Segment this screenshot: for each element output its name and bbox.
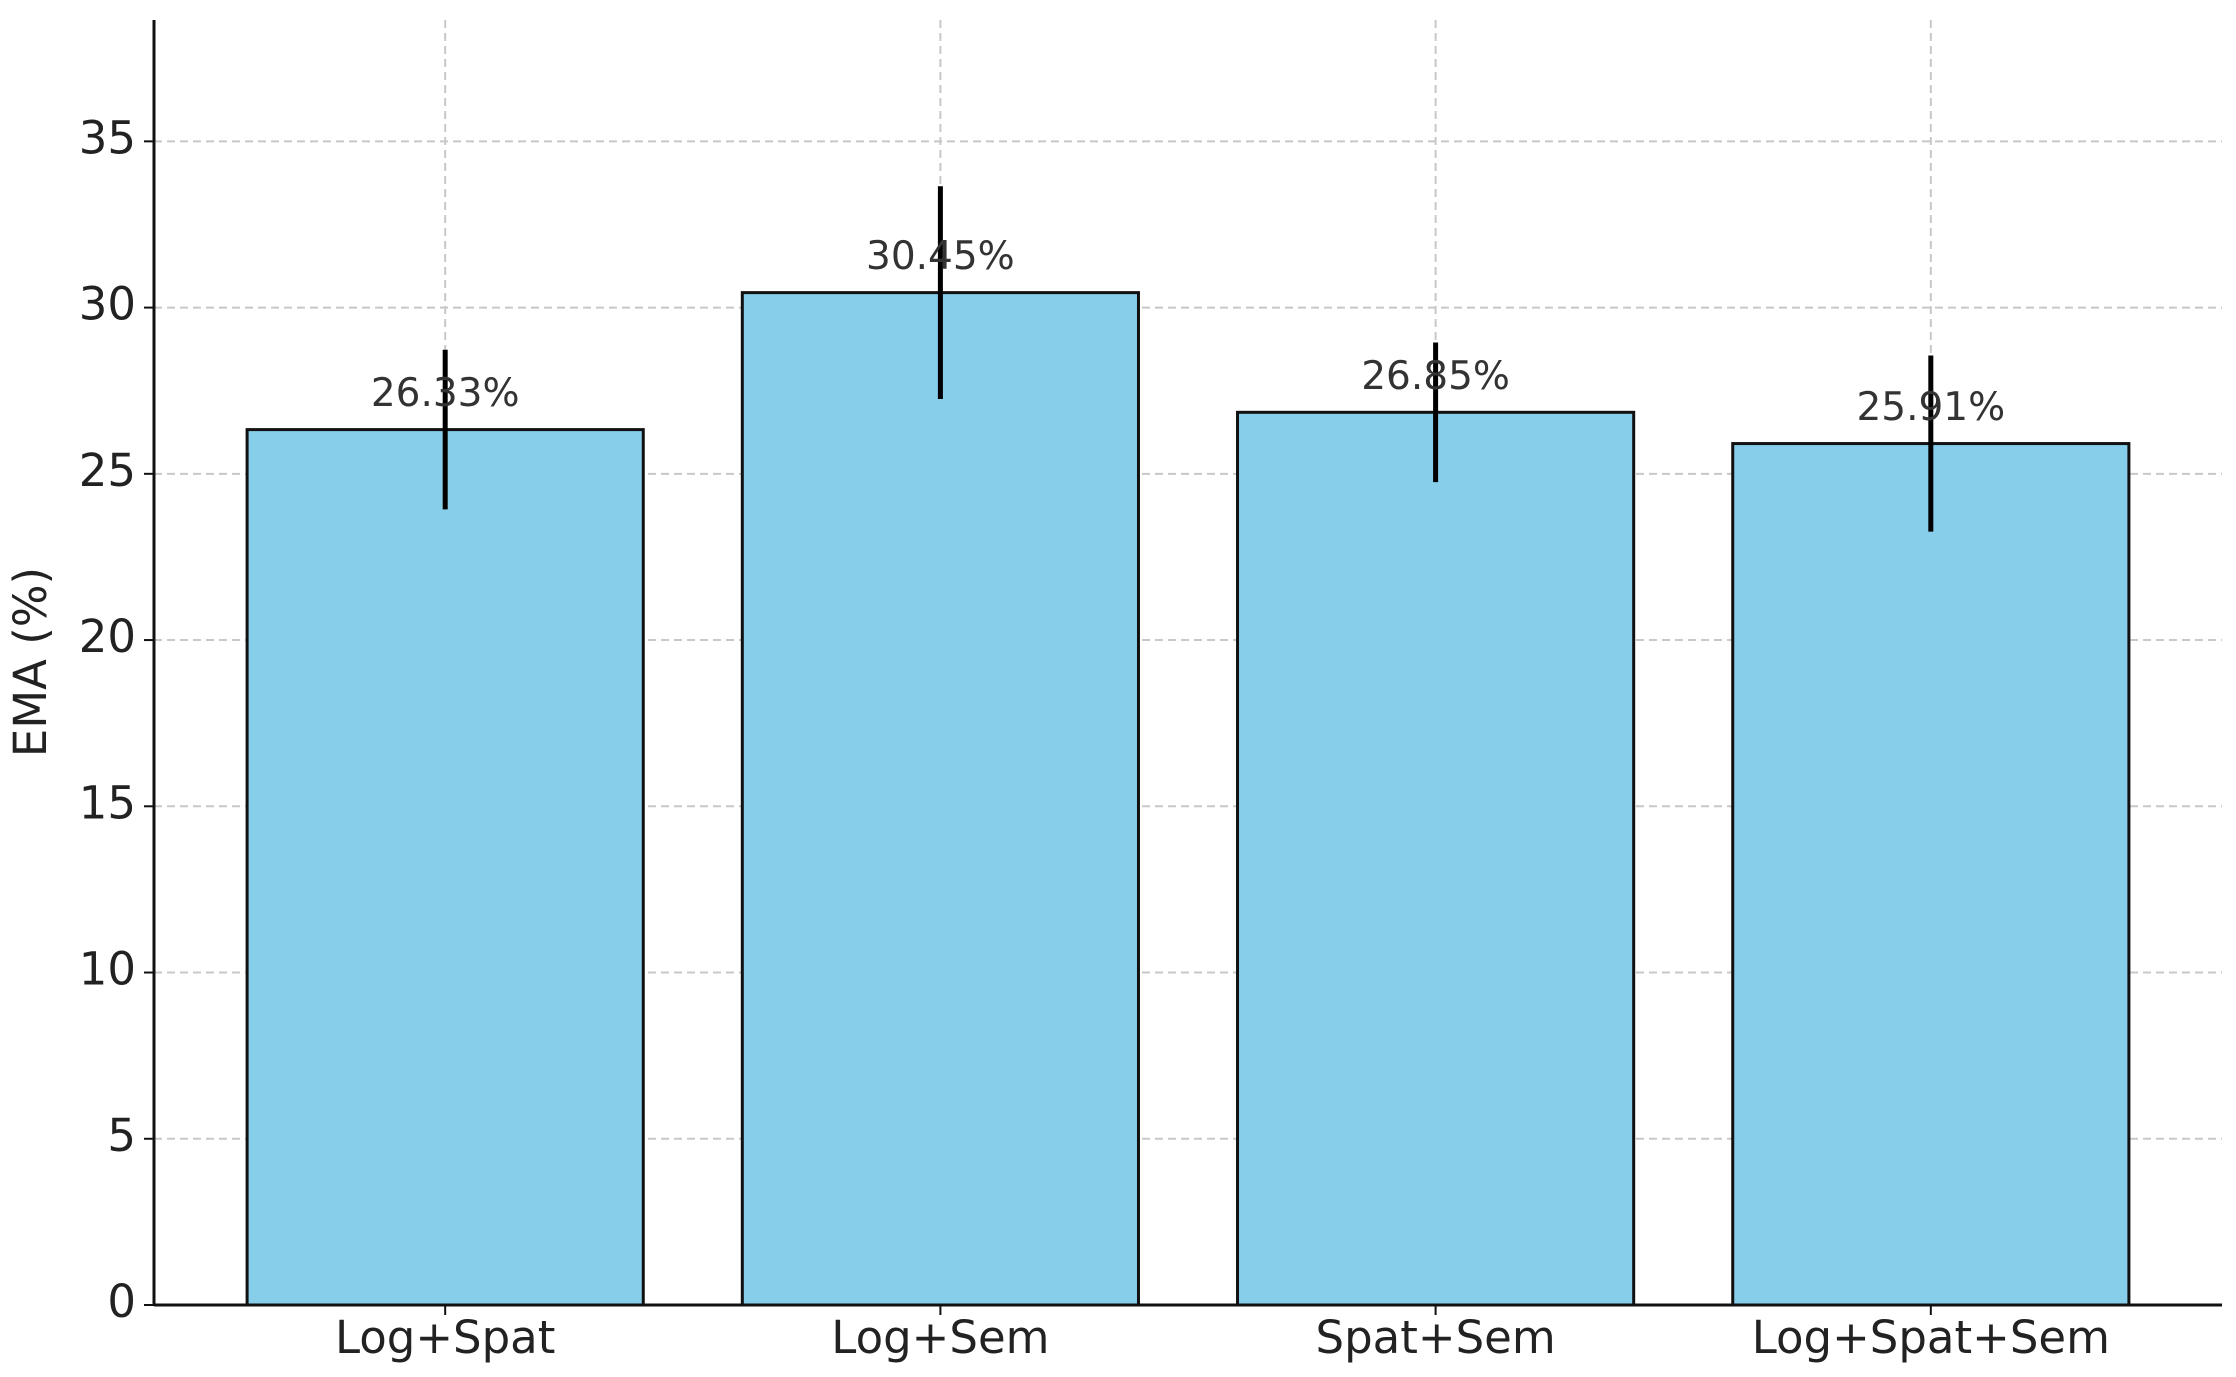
value-label: 26.33%: [371, 371, 520, 416]
y-tick-label: 20: [79, 610, 136, 663]
value-label: 25.91%: [1856, 385, 2005, 430]
x-tick-label: Log+Sem: [831, 1311, 1049, 1364]
y-axis-label: EMA (%): [4, 567, 57, 757]
y-tick-label: 25: [79, 444, 136, 497]
y-tick-label: 10: [79, 943, 136, 996]
bar: [740, 291, 1140, 1307]
y-tick-label: 0: [107, 1275, 136, 1328]
x-tick-label: Log+Spat: [335, 1311, 555, 1364]
value-label: 30.45%: [866, 234, 1015, 279]
value-label: 26.85%: [1361, 354, 1510, 399]
y-tick-label: 35: [79, 111, 136, 164]
bar: [1236, 410, 1636, 1307]
x-tick-label: Log+Spat+Sem: [1752, 1311, 2110, 1364]
y-tick-label: 30: [79, 278, 136, 331]
bar: [245, 428, 645, 1307]
x-tick-label: Spat+Sem: [1316, 1311, 1556, 1364]
bar: [1731, 442, 2131, 1307]
y-tick-label: 5: [107, 1109, 136, 1162]
y-tick-label: 15: [79, 776, 136, 829]
